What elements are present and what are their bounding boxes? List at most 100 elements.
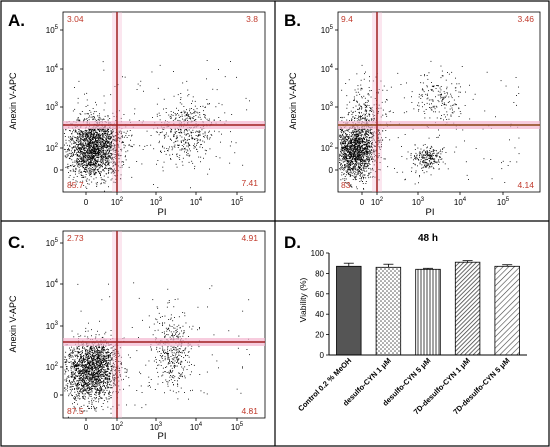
event-dot [367, 159, 369, 161]
event-dot [415, 158, 417, 160]
event-dot [355, 179, 357, 180]
event-dot [344, 165, 345, 166]
event-dot [96, 172, 97, 174]
event-dot [357, 167, 359, 169]
event-dot [368, 145, 370, 147]
event-dot [356, 140, 358, 141]
event-dot [373, 139, 375, 141]
event-dot [206, 60, 208, 61]
event-dot [342, 154, 344, 155]
event-dot [83, 133, 85, 135]
event-dot [366, 133, 368, 135]
event-dot [110, 168, 112, 170]
event-dot [107, 383, 109, 385]
event-dot [359, 142, 361, 144]
event-dot [103, 128, 105, 130]
event-dot [360, 118, 361, 120]
event-dot [448, 73, 450, 75]
event-dot [103, 170, 105, 172]
event-dot [79, 113, 81, 115]
event-dot [352, 107, 354, 109]
event-dot [102, 364, 103, 366]
event-dot [66, 368, 68, 369]
event-dot [93, 178, 95, 180]
event-dot [350, 140, 351, 142]
event-dot [106, 140, 107, 142]
event-dot [76, 380, 78, 382]
event-dot [110, 161, 112, 163]
event-dot [354, 141, 356, 142]
event-dot [107, 149, 108, 151]
event-dot [177, 144, 179, 146]
event-dot [79, 143, 81, 145]
event-dot [359, 158, 361, 159]
event-dot [451, 83, 453, 85]
event-dot [342, 147, 344, 149]
event-dot [80, 140, 82, 141]
event-dot [112, 158, 113, 159]
event-dot [430, 109, 432, 111]
event-dot [430, 163, 431, 165]
event-dot [66, 144, 68, 146]
panel-a-plot-frame [62, 11, 266, 193]
event-dot [369, 141, 371, 142]
event-dot [89, 153, 91, 155]
event-dot [437, 85, 439, 87]
event-dot [117, 150, 119, 152]
event-dot [349, 151, 351, 153]
event-dot [159, 140, 160, 142]
event-dot [369, 154, 370, 156]
event-dot [198, 130, 200, 132]
event-dot [359, 129, 361, 130]
event-dot [432, 86, 434, 87]
event-dot [200, 144, 202, 145]
event-dot [108, 141, 109, 143]
event-dot [417, 147, 419, 149]
event-dot [89, 141, 91, 143]
event-dot [107, 130, 108, 131]
event-dot [358, 155, 360, 157]
event-dot [103, 362, 105, 363]
event-dot [166, 148, 168, 149]
event-dot [380, 146, 382, 148]
event-dot [90, 132, 92, 133]
event-dot [121, 165, 123, 166]
event-dot [86, 155, 88, 156]
event-dot [369, 150, 371, 152]
event-dot [92, 152, 94, 153]
event-dot [183, 131, 185, 133]
event-dot [430, 155, 432, 157]
event-dot [416, 154, 418, 156]
x-tick-label: 0 [84, 198, 89, 207]
event-dot [194, 138, 196, 140]
event-dot [352, 150, 354, 152]
event-dot [185, 118, 187, 120]
event-dot [358, 153, 360, 155]
event-dot [346, 183, 348, 184]
event-dot [410, 153, 412, 154]
event-dot [75, 131, 76, 132]
event-dot [107, 172, 109, 174]
event-dot [89, 134, 91, 136]
event-dot [412, 128, 414, 130]
event-dot [92, 137, 94, 138]
event-dot [370, 96, 372, 98]
event-dot [172, 153, 173, 155]
event-dot [426, 85, 428, 87]
event-dot [111, 133, 112, 134]
event-dot [344, 149, 345, 151]
event-dot [109, 143, 110, 145]
event-dot [365, 132, 367, 134]
event-dot [73, 143, 75, 144]
event-dot [90, 145, 92, 147]
event-dot [73, 152, 75, 153]
event-dot [348, 167, 350, 169]
event-dot [180, 93, 182, 94]
event-dot [107, 146, 109, 148]
event-dot [90, 152, 92, 154]
event-dot [345, 159, 347, 161]
event-dot [367, 144, 369, 146]
event-dot [127, 150, 129, 152]
event-dot [373, 118, 375, 120]
event-dot [339, 139, 341, 140]
